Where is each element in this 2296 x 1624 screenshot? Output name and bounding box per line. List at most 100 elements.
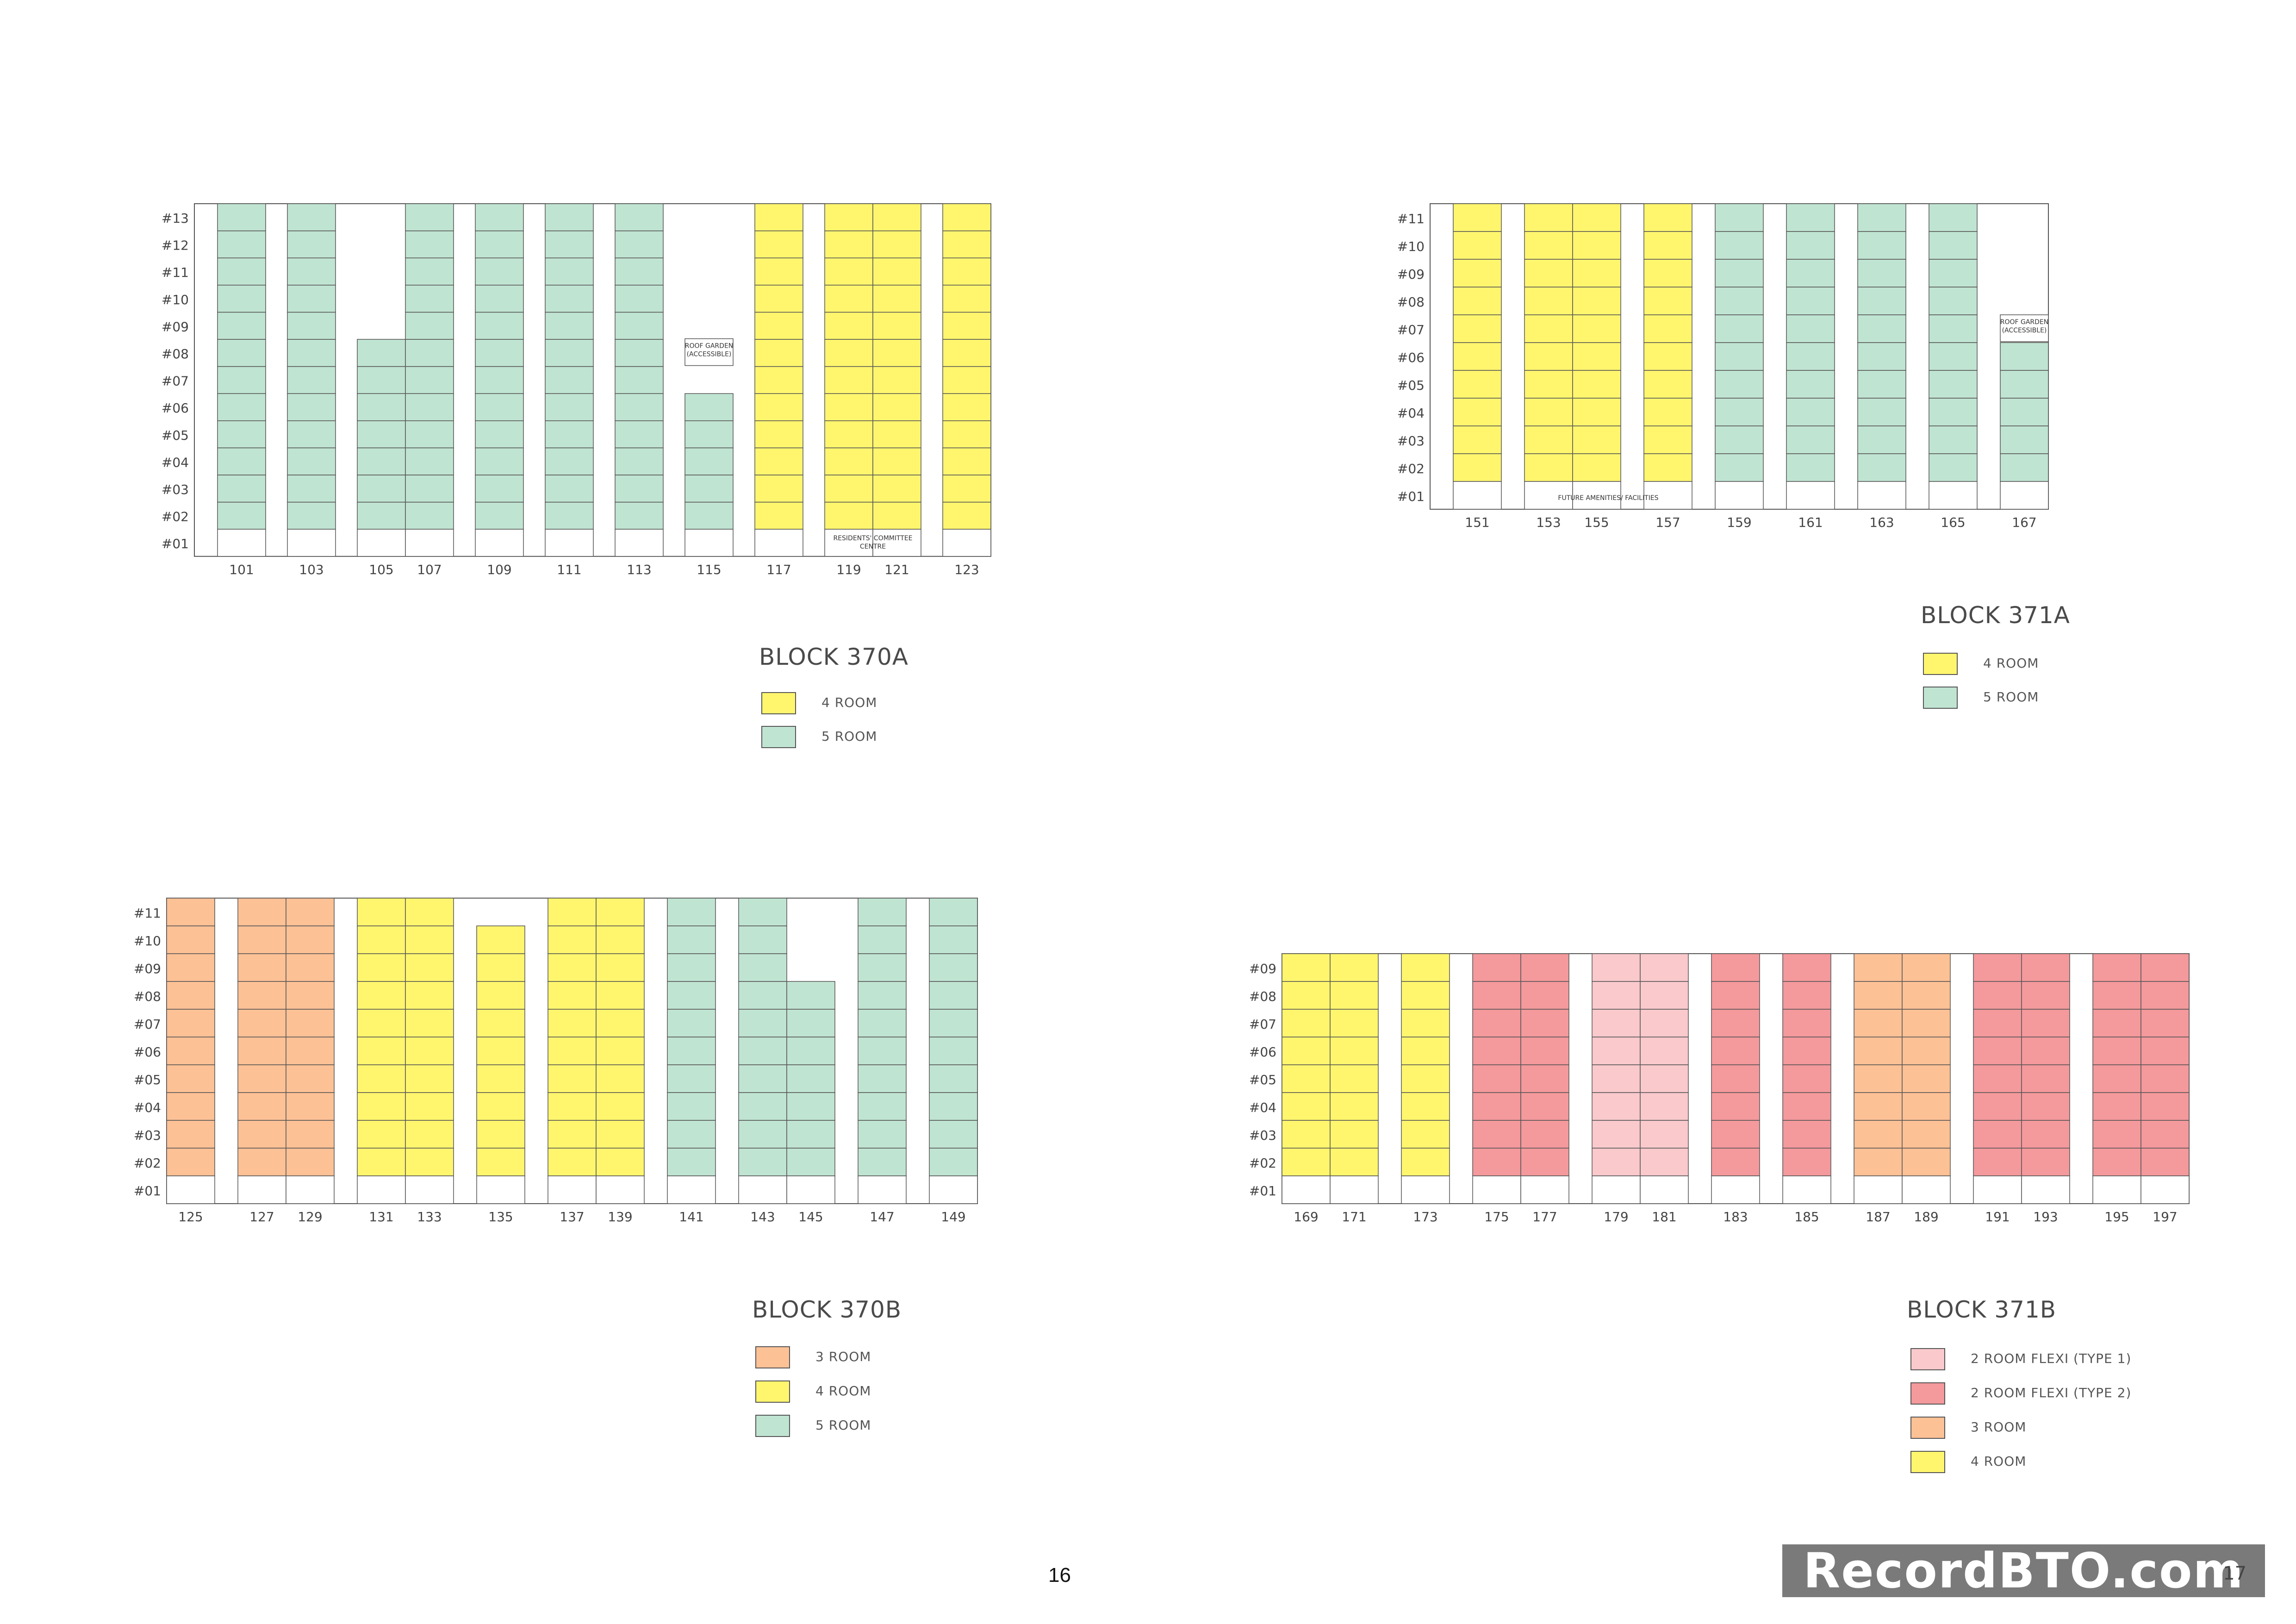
floor-label: #10 <box>162 292 189 307</box>
unit-cell <box>942 420 991 449</box>
void-deck-cell <box>1854 1175 1903 1204</box>
unit-cell <box>1524 398 1573 426</box>
unit-cell <box>738 1092 787 1121</box>
unit-cell <box>1711 981 1760 1010</box>
void-deck-cell <box>1330 1175 1379 1204</box>
unit-cell <box>596 1092 645 1121</box>
unit-cell <box>1282 1064 1331 1093</box>
unit-cell <box>166 1064 215 1093</box>
unit-cell <box>1330 1009 1379 1037</box>
unit-cell <box>667 1009 716 1037</box>
unit-cell <box>2140 1064 2190 1093</box>
unit-cell <box>405 898 454 926</box>
unit-cell <box>824 230 873 258</box>
stack-label: 109 <box>487 562 511 577</box>
unit-cell <box>2000 370 2049 399</box>
void-deck-cell <box>545 529 594 557</box>
unit-cell <box>1282 1092 1331 1121</box>
stack-label: 111 <box>557 562 581 577</box>
unit-cell <box>738 898 787 926</box>
unit-cell <box>667 1064 716 1093</box>
unit-cell <box>1524 287 1573 315</box>
unit-cell <box>1782 981 1831 1010</box>
unit-cell <box>754 475 803 503</box>
unit-cell <box>545 230 594 258</box>
unit-cell <box>217 475 266 503</box>
unit-cell <box>1472 953 1521 982</box>
void-deck-cell <box>286 1175 335 1204</box>
unit-cell <box>824 285 873 313</box>
void-deck-cell <box>1973 1175 2022 1204</box>
block-370a-title: BLOCK 370A <box>759 643 908 670</box>
unit-cell <box>667 981 716 1010</box>
void-deck-cell <box>1592 1175 1641 1204</box>
residents-committee-centre-label: CENTRE <box>860 543 886 550</box>
void-deck-cell <box>1640 1175 1689 1204</box>
unit-cell <box>1857 398 1906 426</box>
unit-cell <box>1472 1092 1521 1121</box>
unit-cell <box>1453 370 1502 399</box>
void-deck-cell <box>942 529 991 557</box>
floor-label: #08 <box>162 346 189 362</box>
unit-cell <box>1711 1148 1760 1176</box>
unit-cell <box>2021 1120 2070 1149</box>
legend-swatch-3-room <box>1910 1417 1945 1439</box>
future-amenities-label: FUTURE AMENITIES/ FACILITIES <box>1558 494 1658 502</box>
unit-cell <box>1643 314 1692 343</box>
stack-label: 133 <box>417 1209 442 1224</box>
unit-cell <box>548 1009 597 1037</box>
void-deck-cell <box>1643 481 1692 510</box>
unit-cell <box>2140 1120 2190 1149</box>
unit-cell <box>1643 342 1692 371</box>
unit-cell <box>858 1092 907 1121</box>
unit-cell <box>858 1064 907 1093</box>
unit-cell <box>929 1148 978 1176</box>
unit-cell <box>405 981 454 1010</box>
unit-cell <box>217 393 266 421</box>
floor-label: #03 <box>1397 433 1425 449</box>
unit-cell <box>942 475 991 503</box>
unit-cell <box>2000 342 2049 371</box>
unit-cell <box>2092 1037 2141 1065</box>
unit-cell <box>2092 953 2141 982</box>
stack-label: 197 <box>2153 1209 2177 1224</box>
unit-cell <box>217 203 266 231</box>
unit-cell <box>286 898 335 926</box>
unit-cell <box>476 1009 525 1037</box>
unit-cell <box>1643 370 1692 399</box>
unit-cell <box>357 981 406 1010</box>
unit-cell <box>545 339 594 367</box>
unit-cell <box>667 1148 716 1176</box>
unit-cell <box>287 366 336 394</box>
unit-cell <box>858 925 907 954</box>
unit-cell <box>1520 1037 1569 1065</box>
unit-cell <box>929 981 978 1010</box>
stack-189 <box>1902 953 1951 1204</box>
unit-cell <box>754 393 803 421</box>
unit-cell <box>1711 1092 1760 1121</box>
unit-cell <box>475 312 524 340</box>
unit-cell <box>1282 1037 1331 1065</box>
unit-cell <box>1715 314 1764 343</box>
unit-cell <box>1572 314 1621 343</box>
unit-cell <box>615 230 664 258</box>
unit-cell <box>824 420 873 449</box>
stack-label: 179 <box>1604 1209 1628 1224</box>
void-deck-cell <box>1929 481 1978 510</box>
unit-cell <box>738 1037 787 1065</box>
unit-cell <box>286 1009 335 1037</box>
unit-cell <box>2140 981 2190 1010</box>
unit-cell <box>824 447 873 475</box>
stack-label: 189 <box>1914 1209 1938 1224</box>
unit-cell <box>1715 342 1764 371</box>
roof-garden-label: ROOF GARDEN <box>2000 319 2049 326</box>
floor-label: #07 <box>1397 322 1425 337</box>
watermark-logo: RecordBTO.com 17 <box>1780 1542 2268 1600</box>
unit-cell <box>548 981 597 1010</box>
void-deck-cell <box>754 529 803 557</box>
void-deck-cell <box>2092 1175 2141 1204</box>
void-deck-cell <box>1401 1175 1450 1204</box>
unit-cell <box>287 339 336 367</box>
unit-cell <box>1572 453 1621 482</box>
unit-cell <box>287 475 336 503</box>
